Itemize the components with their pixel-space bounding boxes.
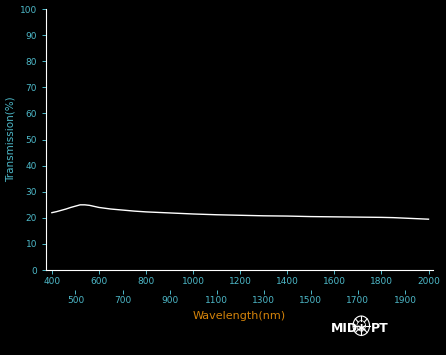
X-axis label: Wavelength(nm): Wavelength(nm) — [193, 311, 286, 321]
Y-axis label: Transmission(%): Transmission(%) — [5, 97, 16, 182]
Text: MID: MID — [331, 322, 358, 335]
Text: PT: PT — [371, 322, 389, 335]
Text: ✱: ✱ — [356, 324, 366, 334]
